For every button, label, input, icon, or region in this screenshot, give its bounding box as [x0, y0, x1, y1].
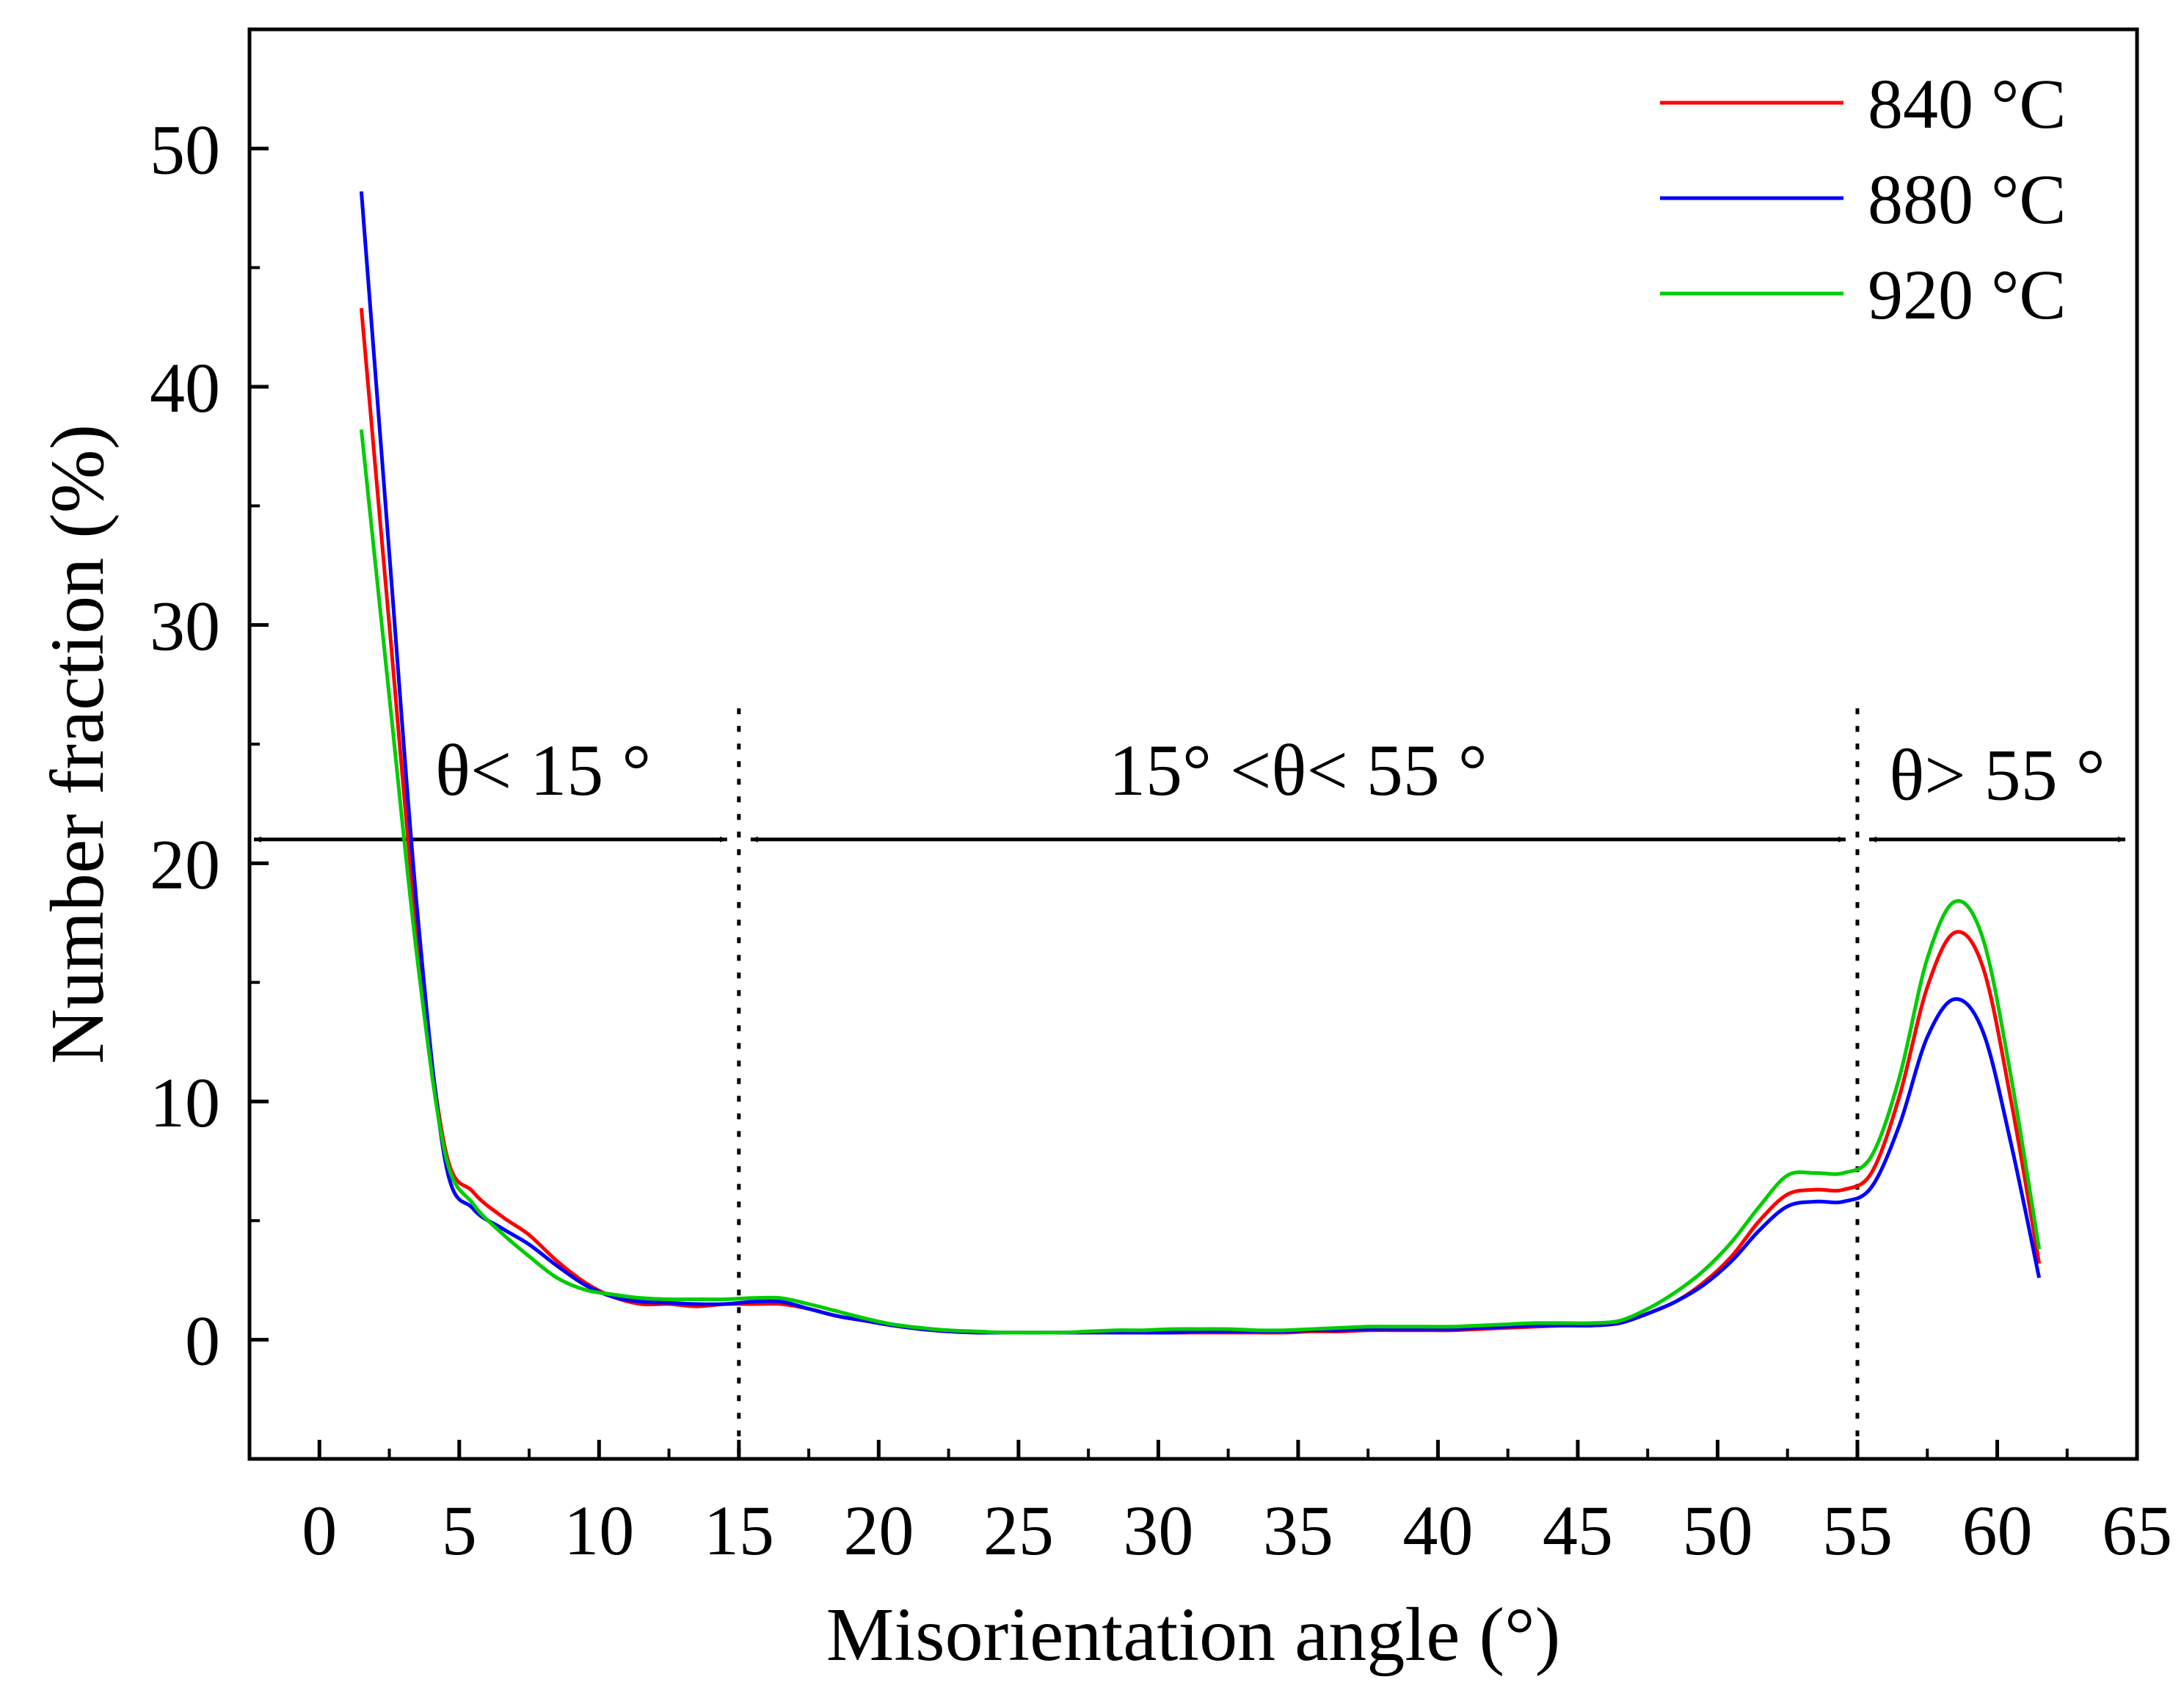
- x-tick-label-30: 30: [1123, 1491, 1193, 1570]
- series-lines: [359, 191, 2042, 1335]
- y-tick-label-50: 50: [150, 110, 220, 189]
- y-tick-label-40: 40: [150, 349, 220, 427]
- x-tick-label-40: 40: [1402, 1491, 1473, 1570]
- axis-ticks: 0 5 10 15 20 25 30 35 40 45 50 55 60 65 0 10 20 30 40 50: [150, 110, 2172, 1570]
- x-tick-label-65: 65: [2102, 1491, 2172, 1570]
- region-label-2: θ> 55 °: [1889, 734, 2105, 815]
- x-tick-label-10: 10: [564, 1491, 634, 1570]
- series-line-2: [359, 429, 2042, 1335]
- x-tick-label-60: 60: [1962, 1491, 2032, 1570]
- x-tick-label-55: 55: [1822, 1491, 1893, 1570]
- x-tick-label-50: 50: [1682, 1491, 1752, 1570]
- x-tick-label-20: 20: [843, 1491, 914, 1570]
- x-tick-label-15: 15: [704, 1491, 774, 1570]
- region-label-0: θ< 15 °: [435, 729, 651, 811]
- x-tick-label-25: 25: [983, 1491, 1054, 1570]
- x-tick-label-45: 45: [1543, 1491, 1613, 1570]
- x-axis-title: Misorientation angle (°): [826, 1592, 1560, 1677]
- y-tick-label-30: 30: [150, 587, 220, 666]
- region-arrows: θ< 15 ° 15° <θ< 55 ° θ> 55 °: [254, 729, 2125, 842]
- y-axis-title: Number fraction (%): [35, 424, 120, 1064]
- legend-label-1: 880 °C: [1868, 160, 2066, 239]
- y-tick-label-0: 0: [185, 1302, 220, 1380]
- x-tick-label-35: 35: [1263, 1491, 1333, 1570]
- legend-label-0: 840 °C: [1868, 65, 2066, 143]
- y-tick-label-20: 20: [150, 825, 220, 903]
- region-label-1: 15° <θ< 55 °: [1109, 729, 1488, 811]
- series-line-1: [359, 191, 2042, 1335]
- x-tick-label-0: 0: [302, 1491, 337, 1570]
- boundary-lines: [737, 708, 1860, 1459]
- legend-label-2: 920 °C: [1868, 255, 2066, 334]
- y-tick-label-10: 10: [150, 1063, 220, 1142]
- x-tick-label-5: 5: [442, 1491, 477, 1570]
- series-line-0: [359, 307, 2042, 1335]
- legend: 840 °C 880 °C 920 °C: [1660, 65, 2066, 334]
